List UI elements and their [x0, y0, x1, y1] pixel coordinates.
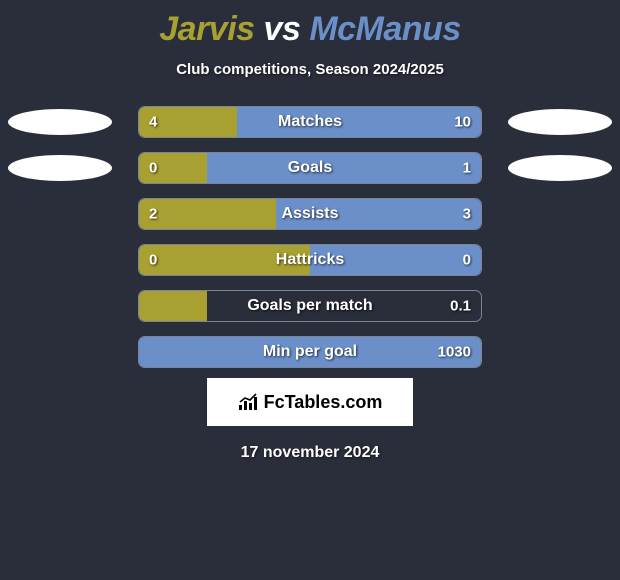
player-badge-left — [8, 155, 112, 181]
stat-value-right: 1030 — [438, 344, 471, 361]
logo-box: FcTables.com — [207, 378, 413, 426]
stat-bar: Assists 2 3 — [138, 198, 482, 230]
title: Jarvis vs McManus — [159, 10, 460, 49]
stat-bar: Goals per match 0.1 — [138, 290, 482, 322]
stat-value-right: 1 — [463, 160, 471, 177]
bar-left-fill — [139, 291, 207, 321]
bar-left-fill — [139, 199, 276, 229]
stat-row: Hattricks 0 0 — [0, 244, 620, 276]
bar-right-fill — [207, 153, 481, 183]
stat-row: Matches 4 10 — [0, 106, 620, 138]
stat-value-right: 3 — [463, 206, 471, 223]
title-right-player: McManus — [309, 10, 460, 48]
stat-row: Min per goal 1030 — [0, 336, 620, 368]
player-badge-left — [8, 109, 112, 135]
subtitle: Club competitions, Season 2024/2025 — [176, 61, 444, 78]
stat-value-right: 0.1 — [450, 298, 471, 315]
stat-label: Matches — [278, 113, 342, 131]
stat-label: Goals per match — [247, 297, 372, 315]
bar-right-fill — [237, 107, 481, 137]
stat-row: Assists 2 3 — [0, 198, 620, 230]
stat-value-right: 10 — [454, 114, 471, 131]
stat-value-left: 2 — [149, 206, 157, 223]
stat-bar: Goals 0 1 — [138, 152, 482, 184]
stat-bar: Matches 4 10 — [138, 106, 482, 138]
stat-label: Hattricks — [276, 251, 344, 269]
player-badge-right — [508, 155, 612, 181]
stat-label: Assists — [282, 205, 339, 223]
stats-area: Matches410Goals01Assists23Hattricks00Goa… — [0, 106, 620, 368]
stat-bar: Hattricks 0 0 — [138, 244, 482, 276]
stat-value-right: 0 — [463, 252, 471, 269]
stat-value-left: 0 — [149, 252, 157, 269]
stat-label: Goals — [288, 159, 332, 177]
stat-value-left: 4 — [149, 114, 157, 131]
logo-chart-icon — [238, 393, 260, 411]
stat-row: Goals per match 0.1 — [0, 290, 620, 322]
player-badge-right — [508, 109, 612, 135]
date-text: 17 november 2024 — [241, 444, 380, 462]
title-vs: vs — [264, 10, 301, 48]
stat-bar: Min per goal 1030 — [138, 336, 482, 368]
logo-text: FcTables.com — [264, 392, 383, 413]
title-left-player: Jarvis — [159, 10, 254, 48]
stat-row: Goals 0 1 — [0, 152, 620, 184]
stat-label: Min per goal — [263, 343, 357, 361]
comparison-widget: Jarvis vs McManus Club competitions, Sea… — [0, 0, 620, 472]
stat-value-left: 0 — [149, 160, 157, 177]
